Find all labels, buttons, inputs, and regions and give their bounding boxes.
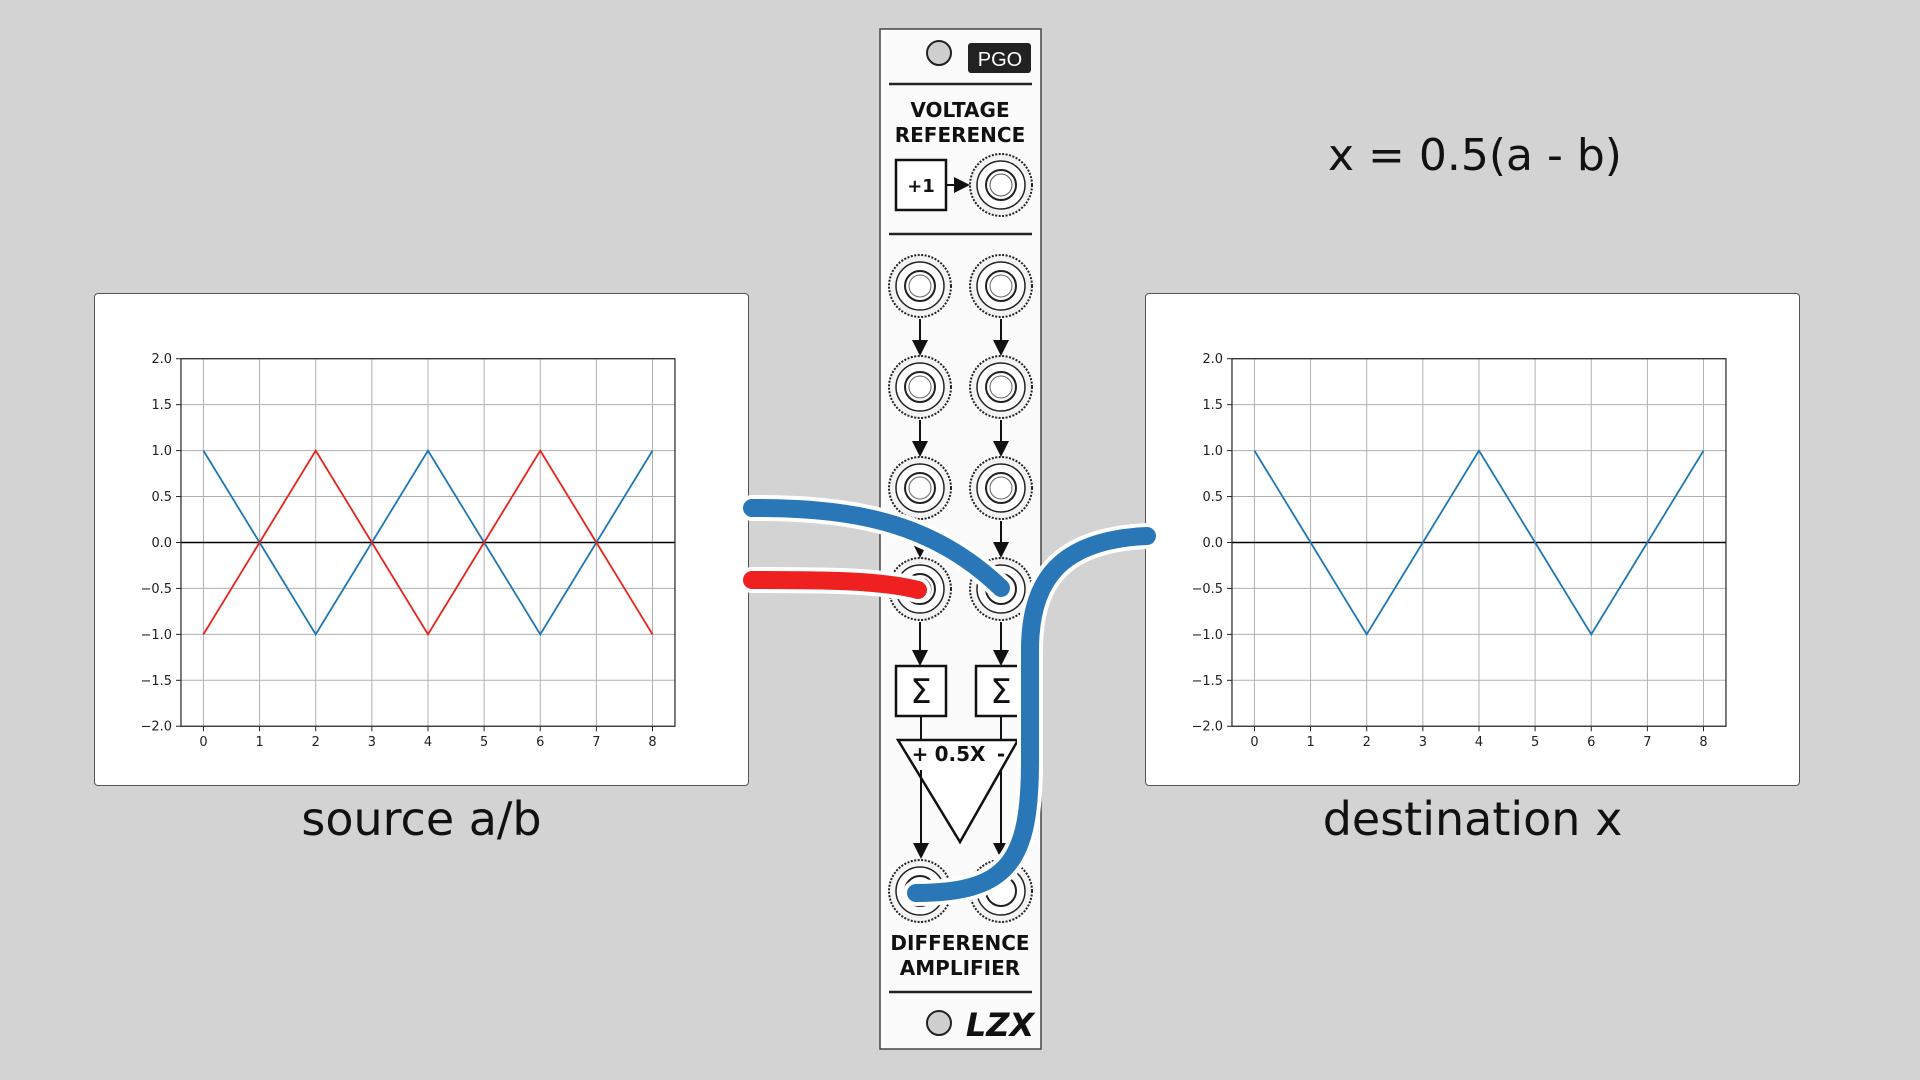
- plot-frame: [180, 358, 676, 727]
- x-tick-label: 0: [199, 735, 207, 750]
- input-jack[interactable]: [888, 355, 952, 419]
- plot-frame: [1231, 358, 1727, 727]
- y-tick-label: −1.0: [141, 628, 172, 643]
- y-tick-label: 1.0: [1202, 444, 1223, 459]
- x-tick-label: 3: [1419, 735, 1427, 750]
- y-tick-label: 0.5: [151, 490, 172, 505]
- y-tick-label: 2.0: [1202, 352, 1223, 367]
- y-tick-label: −0.5: [1192, 582, 1223, 597]
- destination-plot-card: 0 1 2 3 4 5 6 7 8 2.0 1.5 1.0 0.5 0.0 −0.5 −1.0 −1.5 −2.0: [1145, 293, 1800, 786]
- output-jack-right[interactable]: [969, 859, 1033, 923]
- series-line-0: [202, 448, 654, 637]
- x-tick-label: 5: [480, 735, 488, 750]
- x-tick-label: 2: [312, 735, 320, 750]
- y-tick-label: 1.5: [151, 398, 172, 413]
- input-jack[interactable]: [969, 456, 1033, 520]
- x-tick-label: 1: [1306, 735, 1314, 750]
- sum-symbol-right: Σ: [990, 672, 1011, 712]
- source-chart: 0 1 2 3 4 5 6 7 8 2.0 1.5 1.0 0.5 0.0 −0.5 −1.0 −1.5 −2.0: [141, 352, 676, 750]
- y-tick-label: −1.0: [1192, 628, 1223, 643]
- output-jack-left[interactable]: [888, 859, 952, 923]
- destination-chart: 0 1 2 3 4 5 6 7 8 2.0 1.5 1.0 0.5 0.0 −0.5 −1.0 −1.5 −2.0: [1192, 352, 1727, 750]
- sum-symbol-left: Σ: [910, 672, 931, 712]
- amp-gain-label: 0.5X: [935, 742, 986, 766]
- section-bottom-line1: DIFFERENCE: [890, 931, 1029, 955]
- y-tick-label: 1.5: [1202, 398, 1223, 413]
- reference-label: +1: [907, 176, 935, 197]
- section-top-line2: REFERENCE: [895, 123, 1026, 147]
- y-tick-label: −2.0: [1192, 720, 1223, 735]
- reference-output-jack[interactable]: [969, 153, 1033, 217]
- x-tick-label: 4: [424, 735, 432, 750]
- source-caption: source a/b: [301, 792, 542, 846]
- y-tick-label: 0.5: [1202, 490, 1223, 505]
- x-tick-label: 1: [255, 735, 263, 750]
- x-tick-label: 6: [536, 735, 544, 750]
- x-tick-label: 0: [1250, 735, 1258, 750]
- section-bottom-line2: AMPLIFIER: [900, 956, 1020, 980]
- section-top-line1: VOLTAGE: [910, 98, 1009, 122]
- module-badge: PGO: [978, 49, 1022, 71]
- x-tick-label: 5: [1531, 735, 1539, 750]
- amp-plus-label: +: [912, 742, 929, 766]
- amp-minus-label: -: [997, 742, 1005, 766]
- top-screw: [926, 40, 952, 66]
- y-tick-label: 1.0: [151, 444, 172, 459]
- input-jack[interactable]: [969, 254, 1033, 318]
- x-tick-label: 8: [648, 735, 656, 750]
- source-plot-card: 0 1 2 3 4 5 6 7 8 2.0 1.5 1.0 0.5 0.0 −0.5 −1.0 −1.5 −2.0: [94, 293, 749, 786]
- input-jack[interactable]: [888, 254, 952, 318]
- bottom-screw: [926, 1010, 952, 1036]
- x-tick-label: 3: [368, 735, 376, 750]
- series-line-0: [1253, 448, 1705, 637]
- x-tick-label: 7: [592, 735, 600, 750]
- lzx-logo: LZX: [966, 1006, 1036, 1044]
- input-jack[interactable]: [969, 557, 1033, 621]
- y-tick-label: 0.0: [1202, 536, 1223, 551]
- y-tick-label: −1.5: [1192, 674, 1223, 689]
- input-jack[interactable]: [888, 456, 952, 520]
- x-tick-label: 2: [1363, 735, 1371, 750]
- formula-text: x = 0.5(a - b): [1328, 130, 1622, 181]
- y-tick-label: 0.0: [151, 536, 172, 551]
- x-tick-label: 7: [1643, 735, 1651, 750]
- x-tick-label: 4: [1475, 735, 1483, 750]
- x-tick-label: 6: [1587, 735, 1595, 750]
- y-tick-label: −1.5: [141, 674, 172, 689]
- destination-caption: destination x: [1322, 792, 1623, 846]
- input-jack[interactable]: [888, 557, 952, 621]
- input-jack[interactable]: [969, 355, 1033, 419]
- x-tick-label: 8: [1699, 735, 1707, 750]
- badge-background: [968, 43, 1031, 73]
- y-tick-label: 2.0: [151, 352, 172, 367]
- y-tick-label: −0.5: [141, 582, 172, 597]
- y-tick-label: −2.0: [141, 720, 172, 735]
- series-line-1: [202, 448, 654, 637]
